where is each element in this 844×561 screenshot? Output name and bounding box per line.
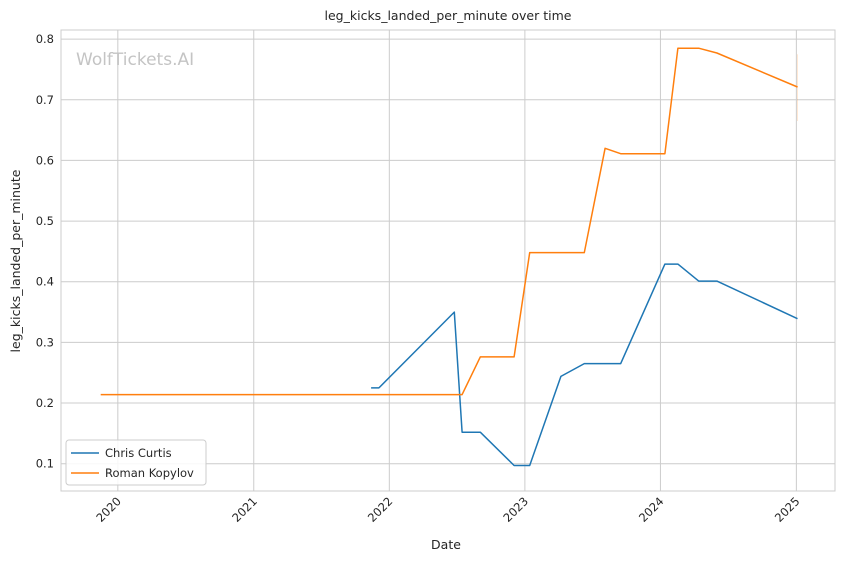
legend: Chris Curtis Roman Kopylov	[65, 439, 207, 486]
legend-label-0: Chris Curtis	[105, 446, 172, 460]
legend-box	[65, 439, 207, 486]
x-tick-label: 2020	[93, 494, 124, 525]
y-tick-label: 0.7	[36, 93, 54, 107]
x-tick-label: 2021	[229, 494, 260, 525]
x-axis-title: Date	[431, 537, 461, 552]
grid	[61, 30, 835, 491]
x-axis-ticks: 2020 2021 2022 2023 2024 2025	[93, 494, 802, 525]
x-tick-label: 2023	[500, 494, 531, 525]
series-layer	[100, 47, 798, 467]
y-tick-label: 0.5	[36, 214, 54, 228]
plot-frame	[60, 29, 836, 492]
x-tick-label: 2022	[365, 494, 396, 525]
y-axis-ticks: 0.1 0.2 0.3 0.4 0.5 0.6 0.7 0.8	[36, 32, 54, 471]
chart-title: leg_kicks_landed_per_minute over time	[325, 8, 572, 23]
x-tick-label: 2024	[636, 494, 667, 525]
y-tick-label: 0.6	[36, 153, 54, 167]
y-tick-label: 0.2	[36, 396, 54, 410]
y-tick-label: 0.1	[36, 457, 54, 471]
series-line-0	[371, 263, 798, 467]
series-line-1	[100, 47, 798, 396]
x-tick-label: 2025	[772, 494, 803, 525]
y-tick-label: 0.3	[36, 335, 54, 349]
y-tick-label: 0.8	[36, 32, 54, 46]
y-tick-label: 0.4	[36, 275, 54, 289]
plot-background	[61, 30, 835, 491]
watermark: WolfTickets.AI	[76, 50, 194, 70]
y-axis-title: leg_kicks_landed_per_minute	[8, 169, 23, 352]
legend-label-1: Roman Kopylov	[105, 466, 194, 480]
